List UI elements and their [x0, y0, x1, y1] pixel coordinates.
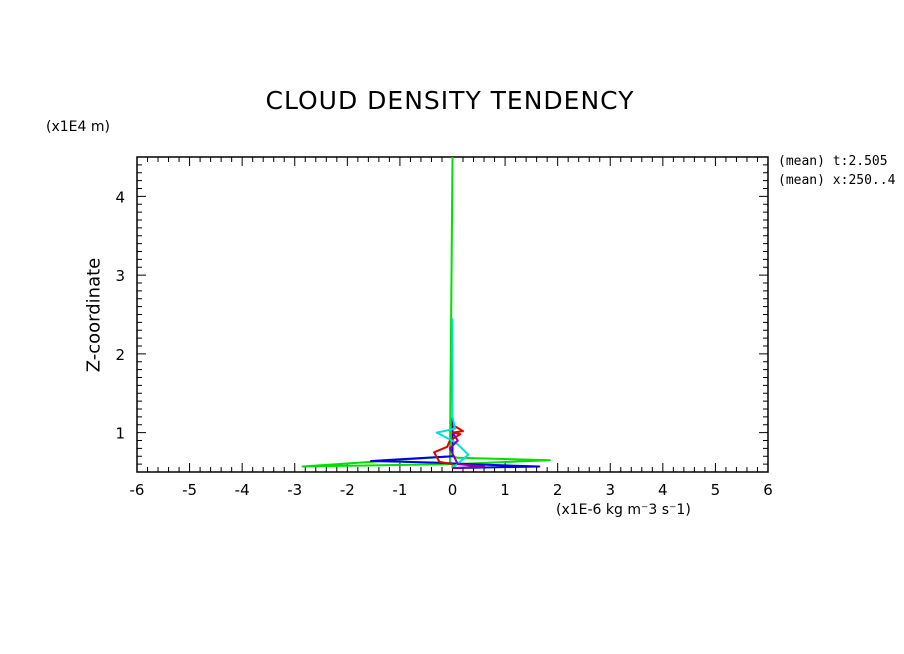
y-tick-label: 3 — [115, 267, 125, 285]
annotation-time-mean: (mean) t:2.505 — [778, 154, 888, 169]
y-tick-label: 2 — [115, 346, 125, 364]
x-tick-label: 4 — [658, 481, 668, 499]
x-tick-label: 3 — [605, 481, 615, 499]
chart-title: CLOUD DENSITY TENDENCY — [265, 86, 635, 115]
y-axis-unit: (x1E4 m) — [46, 119, 110, 135]
x-axis-label: (x1E-6 kg m⁻3 s⁻1) — [556, 502, 691, 518]
y-tick-label: 4 — [115, 188, 125, 206]
x-tick-label: -5 — [182, 481, 197, 499]
x-tick-label: 0 — [448, 481, 458, 499]
x-tick-label: -1 — [392, 481, 407, 499]
x-tick-label: -2 — [340, 481, 355, 499]
series-line-0 — [301, 156, 551, 469]
y-tick-label: 1 — [115, 425, 125, 443]
x-tick-label: 1 — [500, 481, 510, 499]
x-tick-label: -4 — [235, 481, 250, 499]
series-line-4 — [448, 432, 485, 470]
y-axis-label: Z-coordinate — [83, 257, 105, 373]
x-tick-label: -3 — [287, 481, 302, 499]
annotation-x-mean: (mean) x:250..4 — [778, 173, 896, 188]
x-tick-label: 5 — [711, 481, 721, 499]
series-line-3 — [435, 318, 470, 469]
x-tick-label: 6 — [763, 481, 773, 499]
series-line-1 — [370, 393, 541, 470]
x-tick-label: 2 — [553, 481, 563, 499]
x-tick-label: -6 — [130, 481, 145, 499]
